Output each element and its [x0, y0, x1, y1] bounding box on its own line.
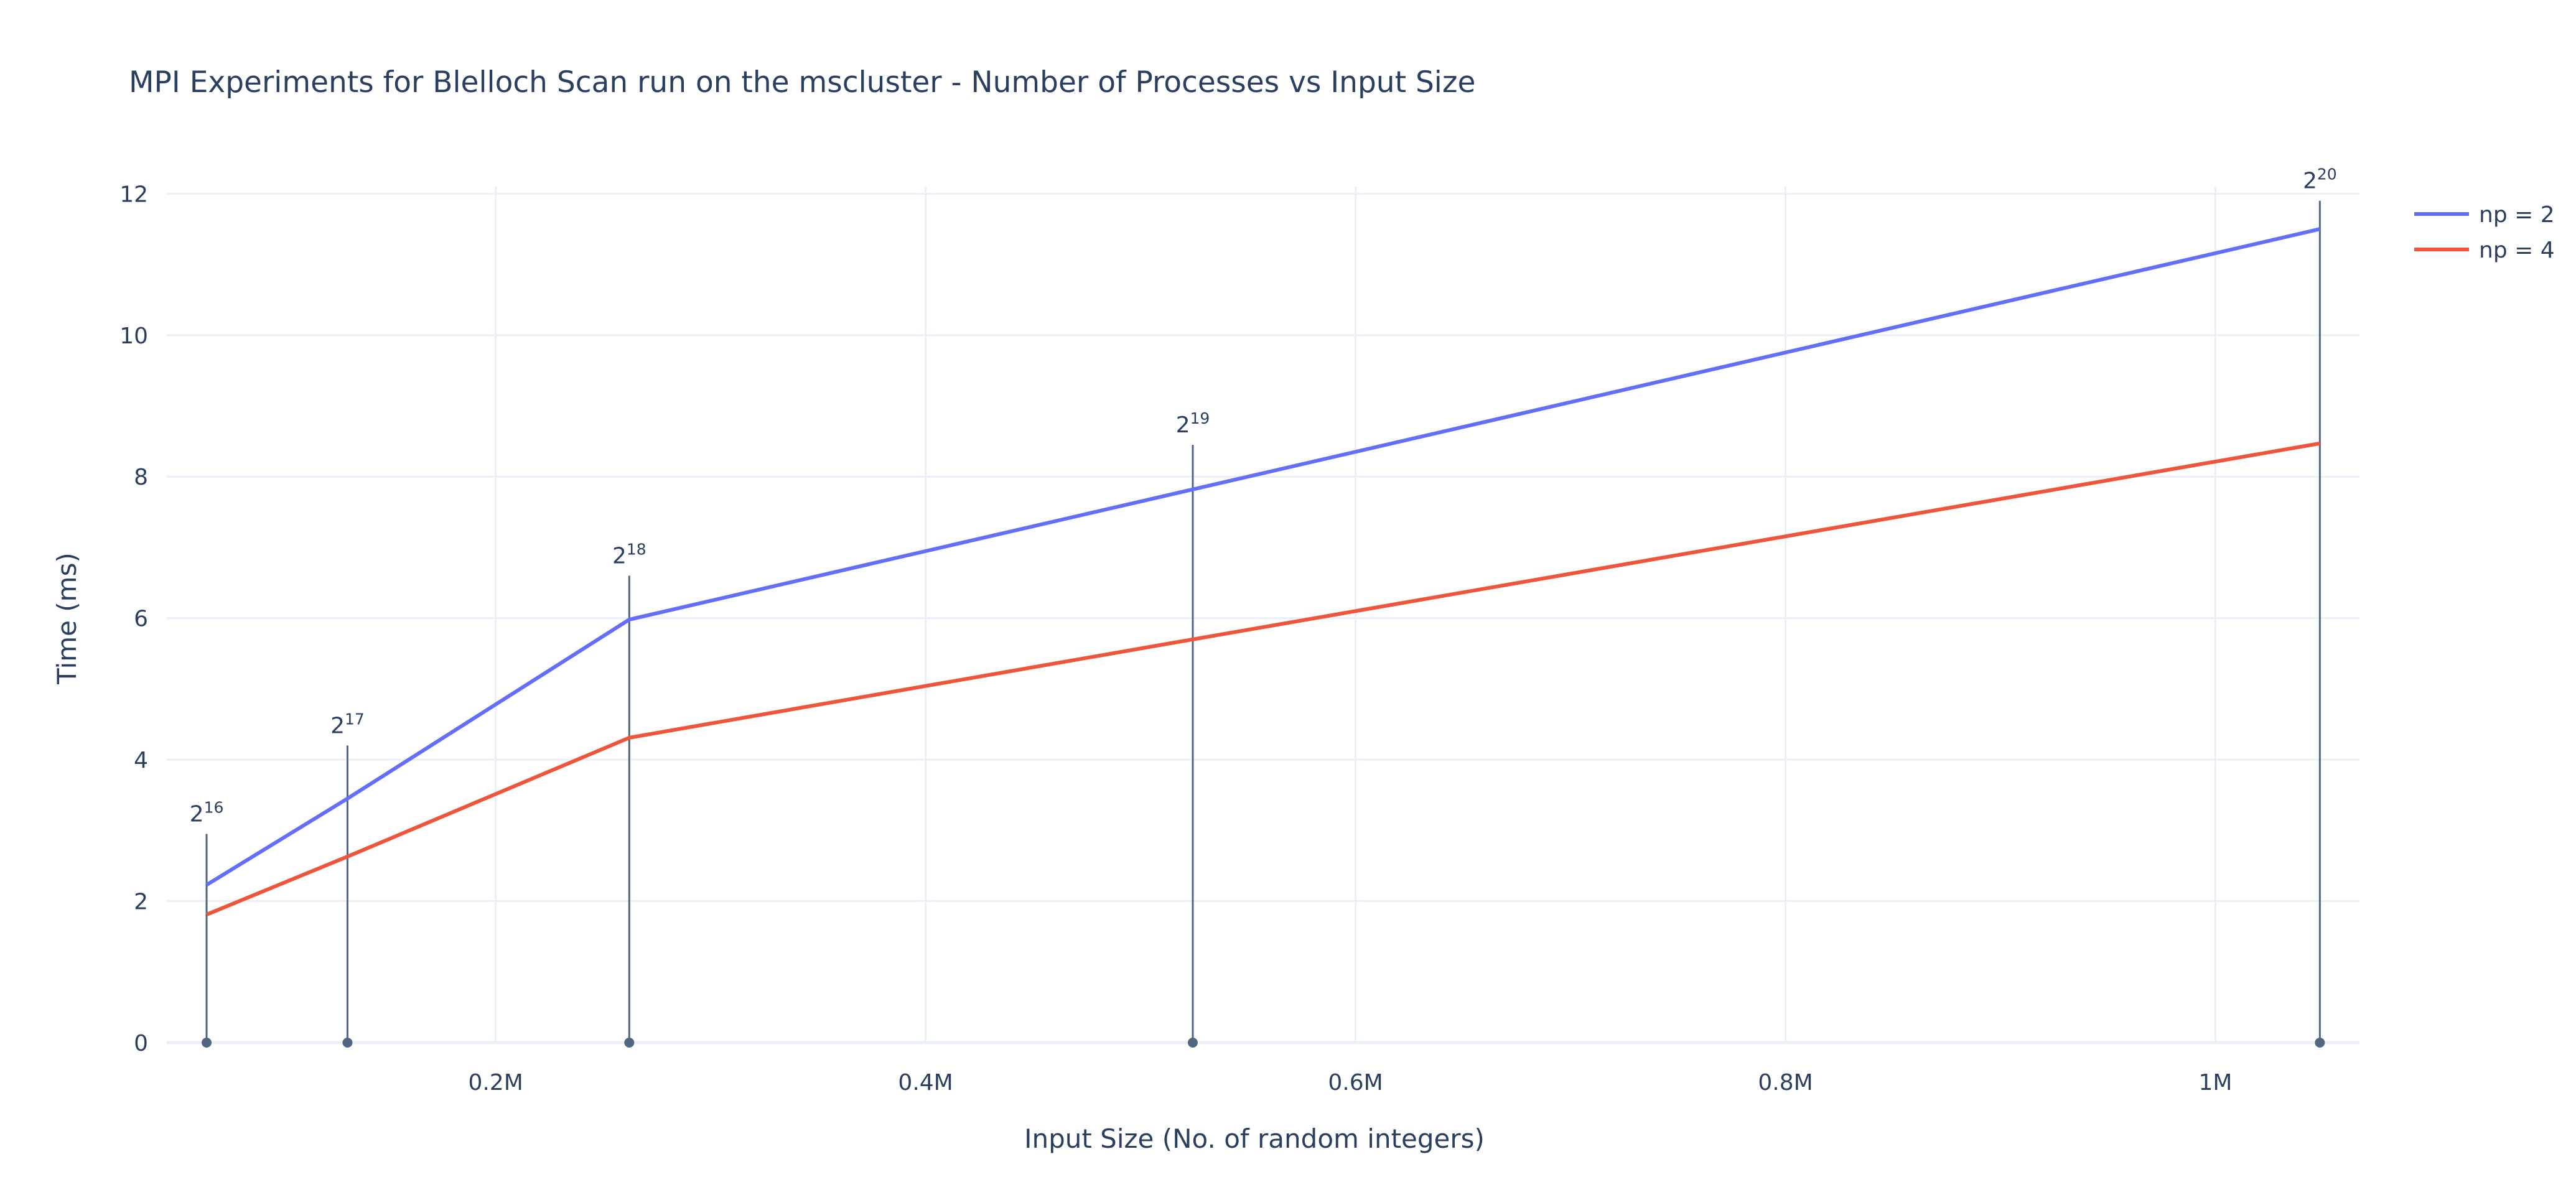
annotation-point: [202, 1038, 212, 1048]
annotation-labels: 216 217 218 219 220: [190, 165, 2337, 827]
legend: np = 2 np = 4: [2414, 202, 2555, 263]
y-tick-label: 8: [134, 465, 148, 490]
x-tick-label: 0.2M: [468, 1070, 523, 1095]
x-tick-label: 0.6M: [1328, 1070, 1383, 1095]
annotation-stems: [202, 200, 2325, 1048]
x-axis-title: Input Size (No. of random integers): [1024, 1123, 1485, 1154]
series-line: [205, 441, 2320, 916]
annotation-label: 220: [2303, 165, 2337, 194]
x-tick-label: 1M: [2199, 1070, 2233, 1095]
x-tick-label: 0.4M: [898, 1070, 953, 1095]
series-lines: [205, 227, 2321, 916]
y-tick-label: 0: [134, 1031, 148, 1056]
annotation-label: 217: [330, 710, 365, 738]
y-tick-label: 2: [134, 890, 148, 915]
annotation-label: 216: [190, 799, 224, 827]
y-tick-label: 12: [119, 182, 148, 207]
annotation-point: [2315, 1038, 2325, 1048]
tick-labels: 0.2M 0.4M 0.6M 0.8M 1M 0 2 4 6 8 10 12: [119, 182, 2232, 1095]
annotation-label: 219: [1176, 409, 1210, 438]
x-tick-label: 0.8M: [1758, 1070, 1813, 1095]
annotation-label: 218: [612, 540, 646, 569]
legend-label: np = 4: [2479, 238, 2555, 263]
annotation-point: [342, 1038, 353, 1048]
legend-label: np = 2: [2479, 202, 2555, 228]
y-axis-title: Time (ms): [52, 552, 82, 685]
grid: [167, 187, 2359, 1044]
chart-title: MPI Experiments for Blelloch Scan run on…: [129, 65, 1475, 100]
series-line: [205, 227, 2321, 886]
y-tick-label: 10: [119, 323, 148, 349]
annotation-point: [1187, 1038, 1198, 1048]
y-tick-label: 4: [134, 748, 148, 773]
annotation-point: [624, 1038, 635, 1048]
y-tick-label: 6: [134, 607, 148, 632]
